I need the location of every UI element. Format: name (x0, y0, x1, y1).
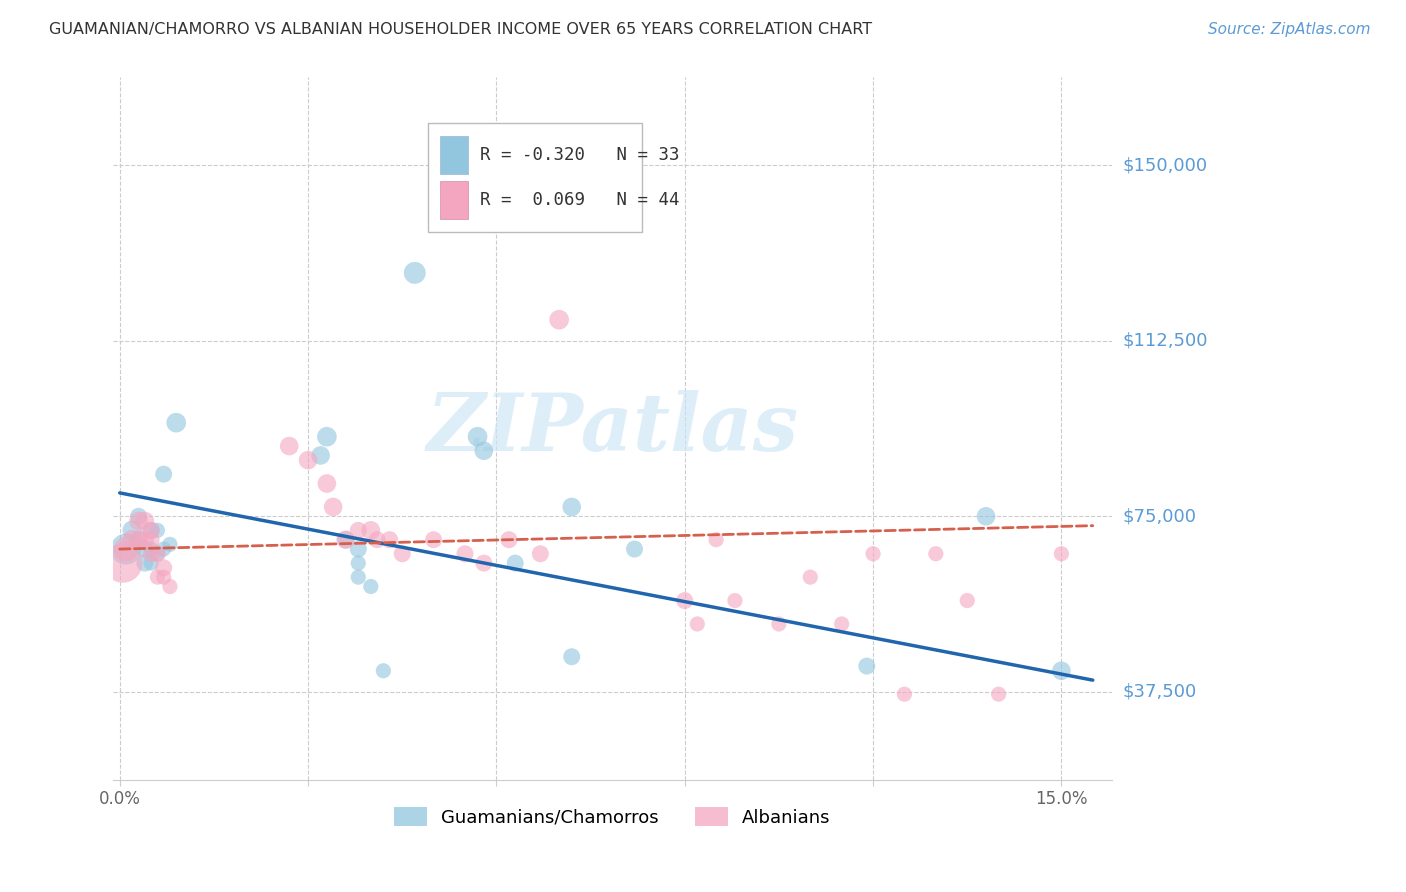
Point (561, 649, 583, 664)
Point (134, 542, 156, 557)
Point (335, 533, 357, 547)
Point (1050, 547, 1073, 561)
Point (146, 547, 169, 561)
Point (347, 542, 370, 557)
Point (139, 547, 162, 561)
Point (159, 580, 181, 594)
Point (704, 533, 727, 547)
Point (121, 533, 143, 547)
Point (1050, 664, 1073, 678)
FancyBboxPatch shape (427, 123, 643, 232)
Text: $75,000: $75,000 (1123, 508, 1197, 525)
Point (373, 664, 395, 678)
Point (278, 439, 301, 453)
Point (146, 547, 169, 561)
Point (472, 443, 495, 458)
Point (335, 533, 357, 547)
Point (404, 266, 426, 280)
Point (347, 524, 370, 538)
FancyBboxPatch shape (440, 136, 468, 174)
Point (673, 593, 696, 607)
Point (347, 556, 370, 570)
Point (115, 542, 138, 557)
Text: $37,500: $37,500 (1123, 683, 1197, 701)
FancyBboxPatch shape (440, 181, 468, 219)
Point (623, 542, 645, 557)
Point (974, 509, 997, 524)
Point (360, 580, 382, 594)
Point (128, 514, 150, 528)
Point (454, 547, 477, 561)
Legend: Guamanians/Chamorros, Albanians: Guamanians/Chamorros, Albanians (387, 800, 838, 834)
Point (422, 533, 444, 547)
Point (152, 467, 174, 482)
Point (799, 570, 821, 584)
Point (498, 533, 520, 547)
Point (956, 593, 979, 607)
Point (724, 593, 747, 607)
Point (467, 430, 489, 444)
Point (548, 312, 571, 326)
Point (146, 524, 169, 538)
Point (128, 509, 150, 524)
Point (146, 570, 169, 584)
Point (139, 524, 162, 538)
Point (391, 547, 413, 561)
Point (862, 547, 884, 561)
Point (309, 449, 332, 463)
Point (159, 537, 181, 551)
Point (347, 570, 370, 584)
Text: R =  0.069   N = 44: R = 0.069 N = 44 (479, 191, 679, 210)
Point (925, 547, 948, 561)
Point (139, 524, 162, 538)
Point (366, 533, 388, 547)
Point (768, 617, 790, 632)
Point (297, 453, 319, 467)
Point (139, 533, 162, 547)
Point (831, 617, 853, 632)
Point (115, 542, 138, 557)
Point (893, 687, 915, 701)
Point (128, 533, 150, 547)
Point (111, 556, 134, 570)
Point (472, 556, 495, 570)
Text: GUAMANIAN/CHAMORRO VS ALBANIAN HOUSEHOLDER INCOME OVER 65 YEARS CORRELATION CHAR: GUAMANIAN/CHAMORRO VS ALBANIAN HOUSEHOLD… (49, 22, 872, 37)
Point (315, 476, 337, 491)
Point (315, 430, 337, 444)
Text: $150,000: $150,000 (1123, 156, 1208, 174)
Point (855, 659, 877, 673)
Text: R = -0.320   N = 33: R = -0.320 N = 33 (479, 146, 679, 164)
Point (503, 556, 526, 570)
Point (134, 533, 156, 547)
Point (529, 547, 551, 561)
Point (561, 500, 583, 514)
Point (121, 524, 143, 538)
Point (134, 514, 156, 528)
Point (139, 556, 162, 570)
Point (139, 542, 162, 557)
Point (152, 542, 174, 557)
Point (360, 524, 382, 538)
Point (322, 500, 344, 514)
Point (686, 617, 709, 632)
Text: Source: ZipAtlas.com: Source: ZipAtlas.com (1208, 22, 1371, 37)
Text: ZIPatlas: ZIPatlas (426, 390, 799, 467)
Point (987, 687, 1010, 701)
Point (128, 533, 150, 547)
Point (152, 561, 174, 575)
Text: $112,500: $112,500 (1123, 332, 1208, 350)
Point (152, 570, 174, 584)
Point (378, 533, 401, 547)
Point (134, 556, 156, 570)
Point (165, 416, 187, 430)
